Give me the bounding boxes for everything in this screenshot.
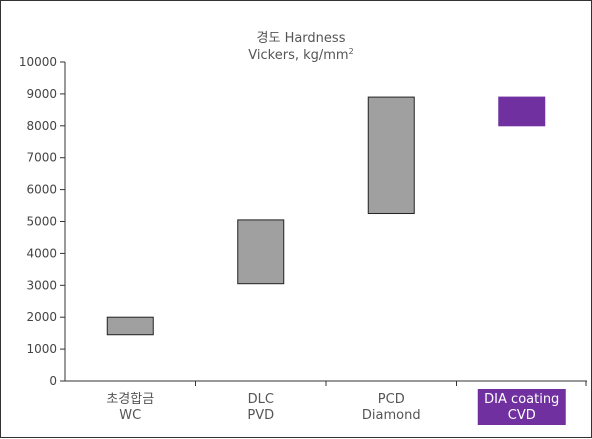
y-tick-label: 1000 (26, 342, 57, 356)
y-tick-label: 3000 (26, 278, 57, 292)
axes-group: 0 1000 2000 3000 4000 5000 6000 7000 8000 9000 100… (19, 55, 587, 388)
range-bar-2 (367, 96, 415, 215)
chart-title-line1: 경도 Hardness (257, 31, 346, 46)
y-tick-label: 7000 (26, 151, 57, 165)
chart-title-unit: Vickers, kg/mm (248, 48, 348, 63)
category-label-line2: WC (119, 408, 141, 423)
y-tick-label: 5000 (26, 215, 57, 229)
chart-title-superscript: 2 (349, 47, 354, 56)
highlight-label-bg (477, 389, 566, 425)
bars-group (106, 96, 546, 336)
y-tick-label: 2000 (26, 310, 57, 324)
y-tick-label: 6000 (26, 183, 57, 197)
range-bar-1 (237, 219, 285, 285)
category-label-line1: DIA coating (484, 392, 559, 407)
category-label-line1: 초경합금 (106, 392, 154, 407)
range-bar-3 (498, 96, 546, 127)
category-label-line1: DLC (248, 392, 274, 407)
chart-title-line2: Vickers, kg/mm2 (248, 47, 353, 63)
category-label-line2: Diamond (362, 408, 421, 423)
category-label-line2: CVD (508, 408, 536, 423)
y-tick-label: 8000 (26, 119, 57, 133)
y-tick-label: 9000 (26, 87, 57, 101)
category-label-line1: PCD (378, 392, 405, 407)
category-label-line2: PVD (247, 408, 274, 423)
y-tick-label: 0 (49, 374, 57, 388)
range-bar-0 (106, 316, 154, 336)
y-tick-label: 10000 (19, 55, 57, 69)
y-tick-label: 4000 (26, 246, 57, 260)
